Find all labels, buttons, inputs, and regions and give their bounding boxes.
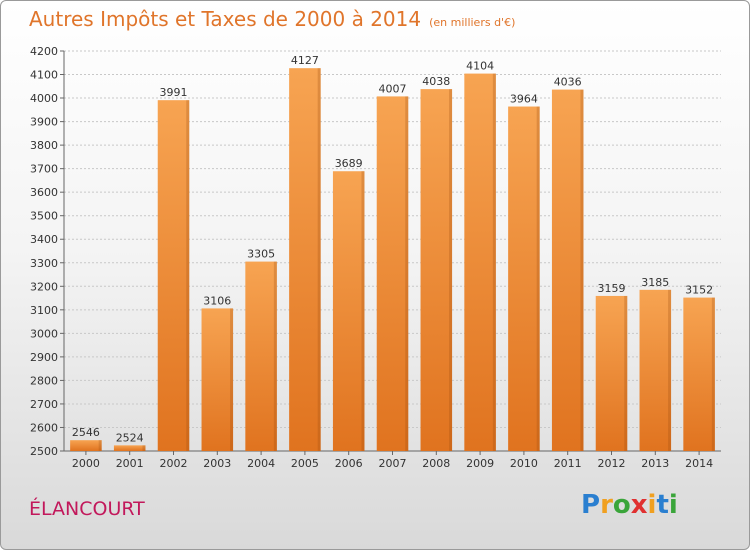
x-tick-label-2002: 2002 [160, 457, 188, 470]
data-label-2002: 3991 [160, 86, 188, 99]
bar-edge-2003 [230, 308, 234, 451]
data-label-2006: 3689 [335, 157, 363, 170]
y-tick-label: 3700 [30, 163, 58, 176]
data-label-2009: 4104 [466, 60, 494, 73]
bar-2006 [332, 171, 365, 451]
y-tick-label: 3000 [30, 327, 58, 340]
x-tick-label-2006: 2006 [335, 457, 363, 470]
x-tick-label-2013: 2013 [641, 457, 669, 470]
bar-edge-2008 [449, 89, 453, 451]
bar-2000 [70, 440, 102, 451]
y-tick-label: 2500 [30, 445, 58, 458]
x-tick-label-2011: 2011 [554, 457, 582, 470]
bar-2011 [551, 89, 584, 452]
y-tick-label: 4100 [30, 69, 58, 82]
data-label-2005: 4127 [291, 54, 319, 67]
bar-2002 [157, 100, 190, 452]
data-label-2008: 4038 [422, 75, 450, 88]
x-tick-label-2012: 2012 [598, 457, 626, 470]
bar-2008 [420, 89, 453, 451]
data-label-2014: 3152 [685, 284, 713, 297]
bar-edge-2004 [273, 261, 277, 451]
x-tick-label-2005: 2005 [291, 457, 319, 470]
y-tick-label: 3800 [30, 139, 58, 152]
bar-2001 [113, 445, 146, 451]
y-tick-label: 4200 [30, 45, 58, 58]
bar-edge-2013 [668, 289, 672, 451]
y-tick-label: 3900 [30, 116, 58, 129]
data-label-2010: 3964 [510, 93, 538, 106]
chart-title: Autres Impôts et Taxes de 2000 à 2014 (en… [29, 7, 515, 31]
y-tick-label: 3100 [30, 304, 58, 317]
bar-edge-2005 [317, 68, 321, 452]
y-tick-label: 3600 [30, 186, 58, 199]
bar-edge-2000 [98, 440, 102, 451]
data-labels: 2546 2524 3991 3106 3305 4127 3689 4007 4038 4104… [72, 54, 713, 444]
bar-2010 [508, 106, 540, 451]
chart-title-text: Autres Impôts et Taxes de 2000 à 2014 [29, 7, 422, 31]
x-tick-label-2003: 2003 [203, 457, 231, 470]
x-tick-label-2014: 2014 [685, 457, 713, 470]
bar-2007 [376, 96, 409, 451]
x-tick-label-2008: 2008 [422, 457, 450, 470]
y-tick-label: 3200 [30, 280, 58, 293]
bar-2005 [289, 68, 321, 452]
x-tick-label-2007: 2007 [379, 457, 407, 470]
y-tick-label: 3500 [30, 210, 58, 223]
data-label-2003: 3106 [203, 294, 231, 307]
bar-2013 [639, 289, 672, 451]
y-tick-label: 2900 [30, 351, 58, 364]
bar-edge-2014 [711, 297, 715, 451]
chart-unit-note: (en milliers d'€) [429, 16, 516, 29]
bar-2009 [464, 73, 496, 452]
proxiti-logo: Proxiti [581, 490, 678, 520]
x-tick-label-2004: 2004 [247, 457, 275, 470]
data-label-2000: 2546 [72, 426, 100, 439]
bar-edge-2001 [142, 445, 146, 451]
x-tick-label-2000: 2000 [72, 457, 100, 470]
y-tick-label: 2700 [30, 398, 58, 411]
data-label-2012: 3159 [598, 282, 626, 295]
bars [70, 68, 715, 452]
city-name: ÉLANCOURT [29, 498, 145, 520]
bar-edge-2007 [405, 96, 409, 451]
bar-edge-2011 [580, 89, 584, 452]
data-label-2007: 4007 [379, 82, 407, 95]
bar-2012 [595, 295, 628, 451]
x-tick-label-2001: 2001 [116, 457, 144, 470]
data-label-2001: 2524 [116, 431, 144, 444]
bar-edge-2012 [624, 295, 628, 451]
x-tick-label-2009: 2009 [466, 457, 494, 470]
bar-edge-2009 [492, 73, 496, 452]
bar-edge-2006 [361, 171, 365, 451]
y-tick-label: 4000 [30, 92, 58, 105]
bar-2003 [201, 308, 234, 451]
x-tick-label-2010: 2010 [510, 457, 538, 470]
data-label-2013: 3185 [641, 276, 669, 289]
bar-edge-2010 [536, 106, 540, 451]
y-tick-label: 3300 [30, 257, 58, 270]
y-tick-label: 2600 [30, 421, 58, 434]
bar-2004 [245, 261, 277, 451]
y-tick-label: 3400 [30, 233, 58, 246]
bar-edge-2002 [186, 100, 190, 452]
data-label-2004: 3305 [247, 248, 275, 261]
y-tick-label: 2800 [30, 374, 58, 387]
bar-2014 [683, 297, 715, 451]
axes: 2500 2600 2700 2800 2900 3000 3100 3200 3300 3400… [30, 45, 721, 470]
data-label-2011: 4036 [554, 76, 582, 89]
